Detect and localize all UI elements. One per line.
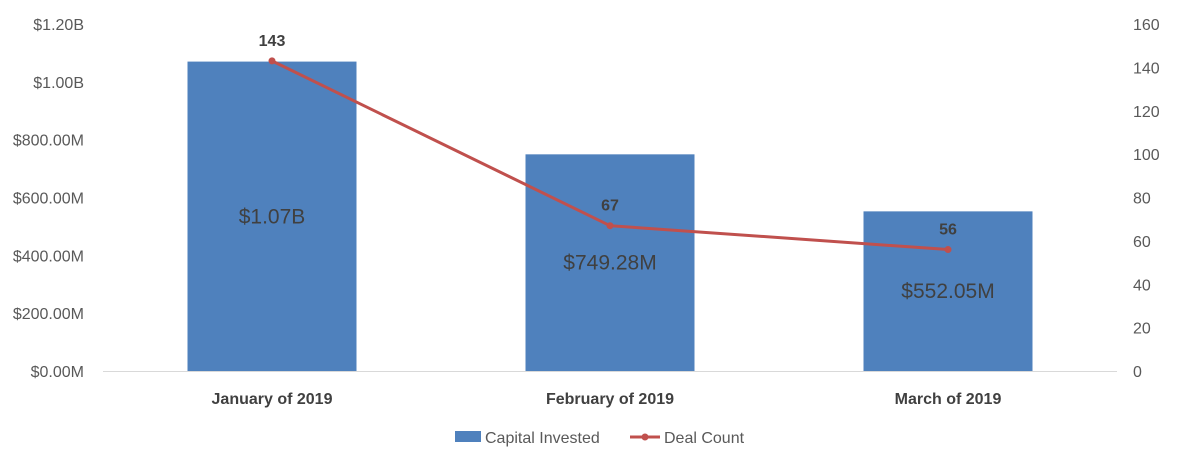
legend: Capital Invested Deal Count	[455, 430, 745, 447]
right-axis-tick-label: 20	[1133, 321, 1151, 338]
left-axis-tick-label: $400.00M	[13, 248, 84, 265]
x-axis-categories: January of 2019 February of 2019 March of …	[212, 391, 1002, 408]
x-axis-category-label: January of 2019	[212, 391, 333, 408]
line-series-deal-count	[268, 57, 952, 254]
bar	[863, 211, 1033, 371]
left-axis-tick-label: $200.00M	[13, 306, 84, 323]
left-y-axis: $0.00M $200.00M $400.00M $600.00M $800.00M $1…	[13, 17, 84, 381]
bar-series-capital-invested	[187, 61, 1033, 371]
legend-swatch-capital-invested	[455, 431, 481, 442]
legend-label-capital-invested: Capital Invested	[485, 430, 600, 447]
left-axis-tick-label: $600.00M	[13, 191, 84, 208]
left-axis-tick-label: $1.20B	[33, 17, 84, 34]
right-axis-tick-label: 100	[1133, 147, 1160, 164]
right-axis-tick-label: 0	[1133, 364, 1142, 381]
line-data-label: 67	[601, 198, 619, 215]
right-axis-tick-label: 80	[1133, 191, 1151, 208]
left-axis-tick-label: $1.00B	[33, 75, 84, 92]
x-axis-category-label: March of 2019	[895, 391, 1002, 408]
line-data-label: 143	[259, 33, 286, 50]
right-axis-tick-label: 140	[1133, 60, 1160, 77]
left-axis-tick-label: $800.00M	[13, 133, 84, 150]
right-y-axis: 0 20 40 60 80 100 120 140 160	[1133, 17, 1160, 381]
line-data-label: 56	[939, 222, 957, 239]
bar-data-label: $749.28M	[563, 252, 656, 275]
legend-label-deal-count: Deal Count	[664, 430, 745, 447]
line-point	[606, 222, 614, 230]
right-axis-tick-label: 160	[1133, 17, 1160, 34]
line-point	[944, 246, 952, 254]
x-axis-category-label: February of 2019	[546, 391, 674, 408]
legend-marker-deal-count	[641, 433, 649, 441]
bar	[187, 61, 357, 371]
bar-data-label: $552.05M	[901, 280, 994, 303]
line-point	[268, 57, 276, 65]
right-axis-tick-label: 40	[1133, 277, 1151, 294]
left-axis-tick-label: $0.00M	[31, 364, 84, 381]
bar-data-label: $1.07B	[239, 205, 306, 228]
right-axis-tick-label: 60	[1133, 234, 1151, 251]
bar	[525, 154, 695, 371]
line-data-labels: 143 67 56	[259, 33, 957, 239]
right-axis-tick-label: 120	[1133, 104, 1160, 121]
bar-data-labels: $1.07B $749.28M $552.05M	[239, 205, 995, 303]
